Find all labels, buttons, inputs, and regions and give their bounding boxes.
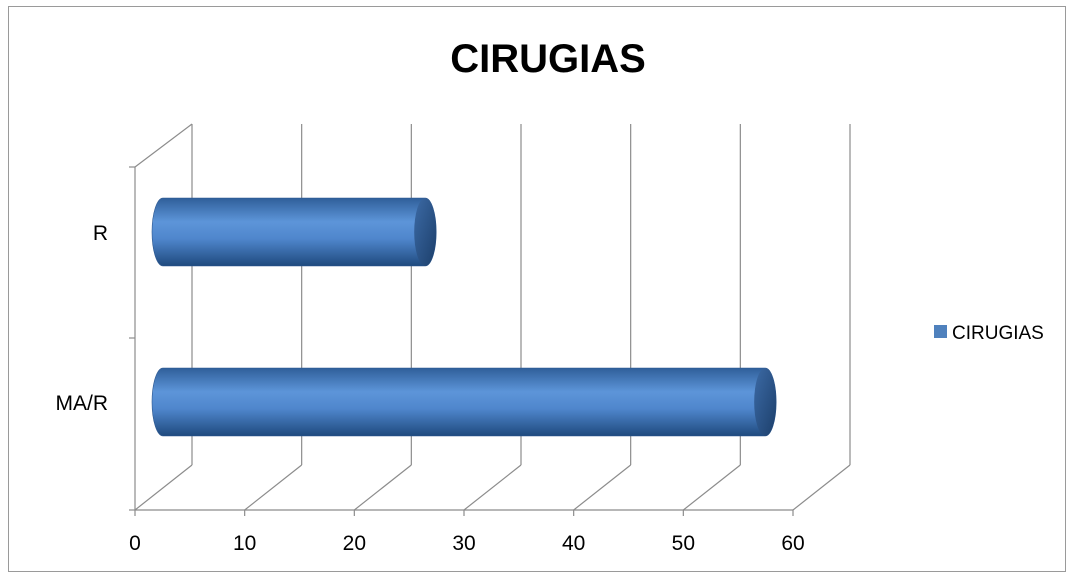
x-tick-label: 0 — [129, 532, 141, 555]
floor-gridline — [244, 464, 303, 511]
x-tick-label: 10 — [233, 532, 256, 555]
floor-gridline — [682, 464, 741, 511]
x-tick-label: 40 — [562, 532, 585, 555]
bars — [151, 197, 777, 437]
chart-title: CIRUGIAS — [450, 37, 646, 81]
y-axis-ticks: MA/R R — [56, 222, 109, 415]
left-wall-top-edge — [134, 123, 193, 168]
chart-walls — [129, 123, 793, 511]
floor-gridline — [134, 464, 193, 511]
x-tick-label: 20 — [343, 532, 366, 555]
floor-gridline — [353, 464, 412, 511]
gridlines — [134, 124, 851, 516]
chart-frame — [8, 6, 1066, 572]
bar-r — [151, 197, 437, 267]
x-tick-label: 50 — [672, 532, 695, 555]
x-axis-ticks: 0 10 20 30 40 50 60 — [129, 532, 805, 555]
bar-end-cap — [414, 198, 437, 266]
floor-gridline — [573, 464, 632, 511]
legend: CIRUGIAS — [934, 323, 1044, 344]
bar-ma-r — [151, 367, 777, 437]
bar-end-cap — [754, 368, 777, 436]
legend-swatch — [934, 325, 947, 338]
x-tick-label: 60 — [781, 532, 804, 555]
x-tick-label: 30 — [452, 532, 475, 555]
legend-label: CIRUGIAS — [952, 323, 1044, 344]
floor-gridline — [792, 464, 851, 511]
y-tick-label: R — [93, 222, 108, 245]
y-tick-label: MA/R — [56, 392, 109, 415]
floor-gridline — [463, 464, 522, 511]
